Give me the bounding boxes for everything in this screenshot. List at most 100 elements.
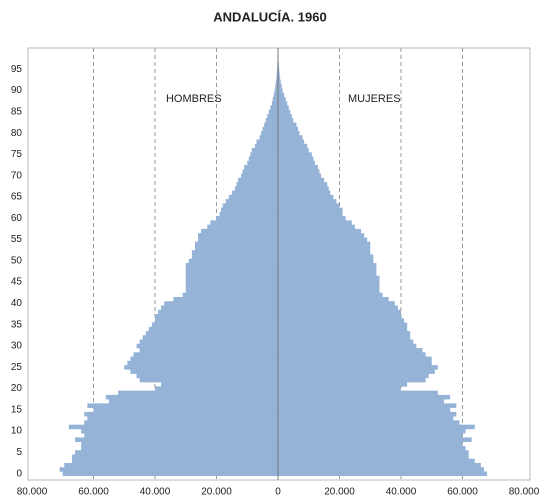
- bar: [278, 458, 475, 464]
- bar: [278, 220, 352, 225]
- bar: [278, 135, 303, 140]
- x-tick-label: 80.000: [17, 487, 48, 498]
- series-label: MUJERES: [348, 93, 401, 105]
- bar: [155, 314, 278, 319]
- bar: [278, 118, 294, 123]
- y-tick-label: 60: [11, 213, 23, 224]
- bar: [261, 130, 278, 136]
- y-tick-label: 55: [11, 234, 23, 245]
- bar: [278, 203, 340, 208]
- y-tick-label: 30: [11, 341, 23, 352]
- bar: [278, 416, 454, 421]
- bar: [198, 237, 278, 242]
- bar: [278, 254, 374, 259]
- bar: [64, 462, 278, 468]
- y-tick-label: 35: [11, 319, 23, 330]
- bar: [278, 186, 329, 191]
- bar: [278, 450, 469, 455]
- bar: [275, 84, 278, 89]
- bar: [278, 314, 401, 319]
- bar: [264, 122, 278, 128]
- bar: [93, 407, 278, 413]
- y-tick-label: 75: [11, 149, 23, 160]
- bar: [164, 301, 278, 306]
- bar: [161, 305, 278, 311]
- bar: [194, 245, 278, 251]
- bar: [278, 228, 362, 234]
- bar: [278, 369, 435, 374]
- bar: [278, 130, 300, 136]
- bar: [272, 96, 278, 102]
- bar: [278, 267, 377, 272]
- bar: [236, 182, 278, 187]
- bar: [271, 101, 278, 106]
- bar: [278, 67, 280, 72]
- bar: [278, 258, 374, 264]
- bar: [139, 339, 278, 345]
- x-tick-label: 20.000: [201, 487, 232, 498]
- bar: [278, 386, 401, 391]
- x-tick-label: 60.000: [78, 487, 109, 498]
- bar: [268, 109, 278, 115]
- bar: [221, 207, 278, 213]
- bar: [278, 169, 320, 174]
- bar: [142, 335, 278, 340]
- bar: [71, 458, 278, 464]
- y-tick-label: 25: [11, 362, 23, 373]
- bar: [278, 105, 289, 111]
- bar: [145, 331, 278, 336]
- y-tick-label: 0: [16, 468, 22, 479]
- bar: [68, 424, 279, 430]
- series-label: HOMBRES: [166, 93, 222, 105]
- bar: [254, 143, 278, 149]
- bar: [81, 428, 278, 434]
- bar: [231, 190, 278, 196]
- x-tick-label: 40.000: [140, 487, 171, 498]
- bar: [278, 403, 457, 408]
- bar: [278, 101, 288, 106]
- bar: [278, 373, 429, 379]
- bar: [273, 92, 278, 98]
- y-tick-label: 10: [11, 426, 23, 437]
- bar: [127, 360, 278, 366]
- bar: [191, 254, 278, 259]
- bar: [278, 190, 331, 196]
- bar: [278, 322, 408, 328]
- bar: [185, 267, 278, 272]
- bar: [185, 288, 278, 294]
- bar: [278, 173, 322, 179]
- y-tick-label: 90: [11, 85, 23, 96]
- bar: [241, 173, 278, 179]
- y-tick-label: 40: [11, 298, 23, 309]
- bar: [278, 339, 414, 345]
- bar: [278, 262, 377, 268]
- bar: [278, 335, 411, 340]
- bar: [278, 382, 408, 387]
- bar: [194, 241, 278, 247]
- bar: [278, 211, 343, 217]
- bar: [81, 445, 278, 451]
- bar: [278, 360, 432, 366]
- bar: [278, 92, 285, 98]
- bar: [185, 262, 278, 268]
- bar: [75, 437, 278, 442]
- y-tick-label: 85: [11, 106, 23, 117]
- bar: [278, 139, 305, 145]
- y-tick-label: 45: [11, 277, 23, 288]
- bar: [278, 71, 280, 76]
- bar: [158, 309, 278, 315]
- bar: [278, 237, 368, 242]
- bar: [259, 135, 278, 140]
- bar: [210, 220, 278, 225]
- bar: [278, 245, 371, 251]
- bar: [278, 152, 312, 157]
- bar: [278, 275, 380, 281]
- bar: [278, 331, 411, 336]
- bar: [278, 250, 371, 255]
- bar: [136, 343, 278, 349]
- bar: [222, 203, 278, 208]
- bar: [225, 199, 278, 204]
- y-tick-label: 15: [11, 404, 23, 415]
- bar: [278, 441, 463, 447]
